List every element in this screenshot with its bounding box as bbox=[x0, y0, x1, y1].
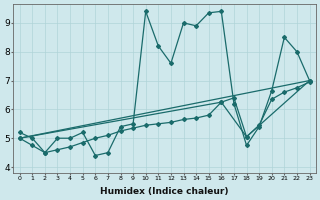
X-axis label: Humidex (Indice chaleur): Humidex (Indice chaleur) bbox=[100, 187, 229, 196]
